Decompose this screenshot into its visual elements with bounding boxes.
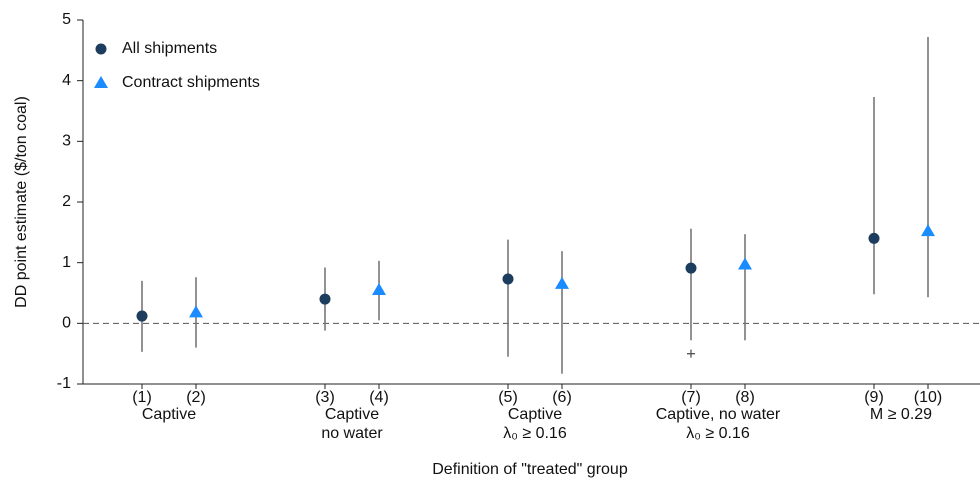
- point: [502, 273, 514, 285]
- legend-symbol: [95, 43, 107, 55]
- x-axis-label: Definition of "treated" group: [432, 461, 628, 478]
- x-tick-label: (4): [369, 389, 389, 406]
- x-tick-label: (6): [552, 389, 572, 406]
- x-tick-label: (1): [132, 389, 152, 406]
- x-tick-label: (7): [681, 389, 701, 406]
- group-label: Captive, no water: [656, 406, 781, 423]
- point: [372, 282, 386, 295]
- point: [555, 276, 569, 289]
- y-tick-label: -1: [57, 375, 71, 392]
- group-label: λ₀ ≥ 0.16: [686, 425, 750, 442]
- y-tick-label: 4: [62, 72, 71, 89]
- y-tick-label: 5: [62, 11, 71, 28]
- x-tick-label: (2): [186, 389, 206, 406]
- point: [189, 305, 203, 318]
- legend-label: All shipments: [122, 40, 217, 57]
- x-tick-label: (3): [315, 389, 335, 406]
- group-label: Captive: [142, 406, 196, 423]
- legend-label: Contract shipments: [122, 74, 260, 91]
- group-label: λ₀ ≥ 0.16: [503, 425, 567, 442]
- y-tick-label: 3: [62, 133, 71, 150]
- group-label: M ≥ 0.29: [870, 406, 932, 423]
- y-tick-label: 2: [62, 193, 71, 210]
- point: [687, 349, 695, 358]
- x-tick-label: (8): [735, 389, 755, 406]
- y-tick-label: 1: [62, 254, 71, 271]
- y-axis-label: DD point estimate ($/ton coal): [13, 96, 30, 308]
- x-tick-label: (5): [498, 389, 518, 406]
- point: [921, 224, 935, 237]
- point: [685, 262, 697, 274]
- x-tick-label: (10): [914, 389, 942, 406]
- group-label: Captive: [508, 406, 562, 423]
- point: [868, 232, 880, 244]
- point: [319, 293, 331, 305]
- group-label: no water: [321, 425, 383, 442]
- legend-symbol: [94, 76, 108, 88]
- y-tick-label: 0: [62, 315, 71, 332]
- point: [136, 310, 148, 322]
- x-tick-label: (9): [864, 389, 884, 406]
- point: [738, 257, 752, 270]
- group-label: Captive: [325, 406, 379, 423]
